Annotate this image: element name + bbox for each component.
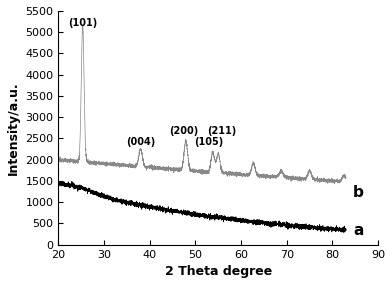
Text: (211): (211) xyxy=(207,126,236,136)
Y-axis label: Intensity/a.u.: Intensity/a.u. xyxy=(7,81,20,175)
Text: (004): (004) xyxy=(126,137,155,147)
X-axis label: 2 Theta degree: 2 Theta degree xyxy=(165,265,272,278)
Text: (105): (105) xyxy=(194,137,224,147)
Text: (200): (200) xyxy=(169,126,199,136)
Text: (101): (101) xyxy=(68,18,97,28)
Text: b: b xyxy=(353,185,364,200)
Text: a: a xyxy=(353,223,363,238)
